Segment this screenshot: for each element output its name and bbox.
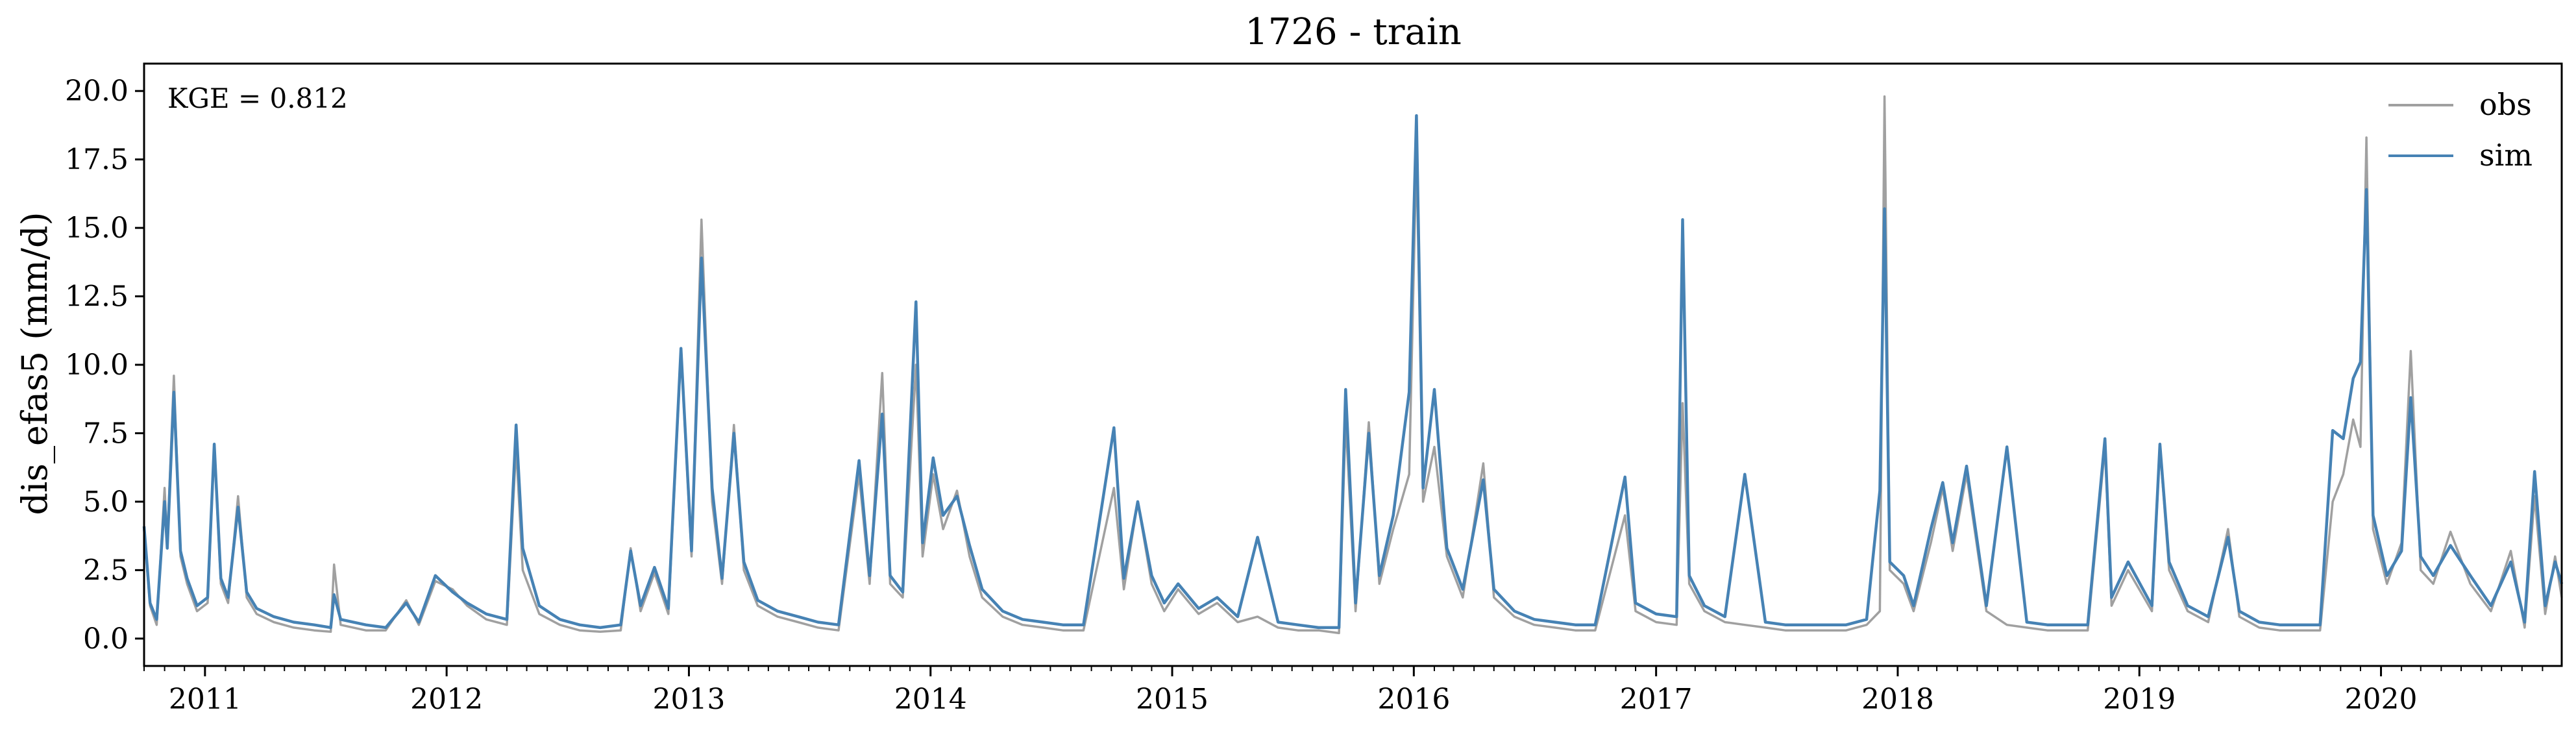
legend: obs sim: [2388, 87, 2533, 173]
y-tick-label: 10.0: [65, 349, 129, 382]
x-tick-label: 2016: [1377, 683, 1450, 716]
y-tick-label: 15.0: [65, 212, 129, 245]
y-tick-label: 0.0: [83, 622, 129, 656]
y-tick-label: 17.5: [65, 143, 129, 177]
series-line-sim: [142, 114, 2564, 630]
x-tick-label: 2017: [1620, 683, 1693, 716]
y-tick-label: 2.5: [83, 554, 129, 587]
x-tick-label: 2014: [894, 683, 967, 716]
y-axis: 0.0 2.5 5.0 7.5 10.0 12.5 15.0 17.5 20.0: [65, 75, 144, 656]
legend-label-sim: sim: [2479, 138, 2533, 173]
legend-label-obs: obs: [2479, 87, 2532, 122]
series-layer: [142, 95, 2564, 635]
x-axis: 2011 2012 2013 2014 2015 2016 2017 2018 2019 2020: [143, 666, 2544, 716]
x-tick-label: 2018: [1861, 683, 1934, 716]
x-tick-label: 2012: [410, 683, 483, 716]
kge-annotation: KGE = 0.812: [167, 82, 348, 114]
x-tick-label: 2020: [2345, 683, 2418, 716]
y-tick-label: 5.0: [83, 486, 129, 519]
x-tick-label: 2015: [1136, 683, 1208, 716]
y-axis-label: dis_efas5 (mm/d): [14, 212, 55, 515]
plot-frame: [143, 62, 2563, 667]
y-tick-label: 20.0: [65, 75, 129, 108]
chart-title: 1726 - train: [1245, 11, 1462, 53]
y-tick-label: 7.5: [83, 417, 129, 450]
x-tick-label: 2011: [169, 683, 241, 716]
x-tick-label: 2013: [652, 683, 725, 716]
x-tick-label: 2019: [2103, 683, 2176, 716]
y-tick-label: 12.5: [65, 280, 129, 314]
